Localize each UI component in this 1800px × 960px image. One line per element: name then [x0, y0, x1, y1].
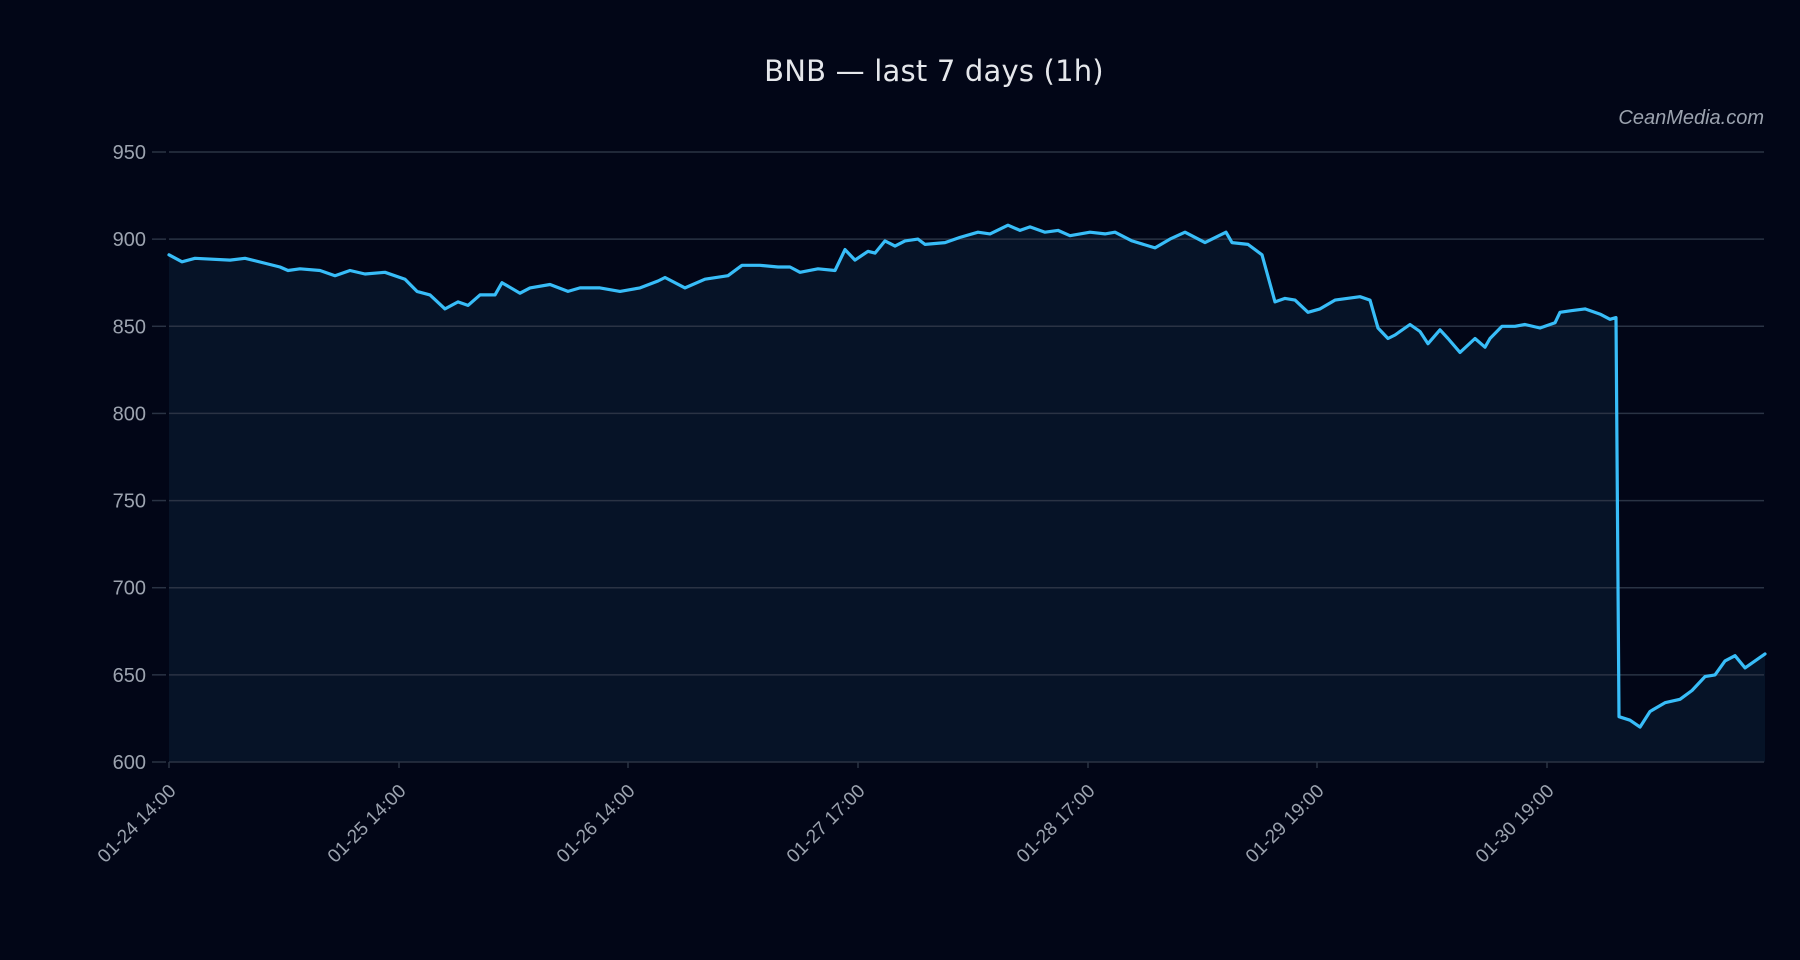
- x-tick-label: 01-28 17:00: [1013, 781, 1100, 868]
- x-tick-label: 01-24 14:00: [94, 781, 181, 868]
- x-tick-label: 01-25 14:00: [324, 781, 411, 868]
- area-fill: [169, 225, 1765, 762]
- watermark: CeanMedia.com: [1618, 107, 1764, 129]
- y-tick-label: 600: [113, 752, 146, 774]
- x-axis-ticks: 01-24 14:00 01-25 14:00 01-26 14:00 01-27 1…: [94, 762, 1559, 867]
- x-tick-label: 01-26 14:00: [553, 781, 640, 868]
- x-tick-label: 01-27 17:00: [783, 781, 870, 868]
- y-tick-label: 700: [113, 578, 146, 600]
- y-tick-label: 850: [113, 316, 146, 338]
- price-line: [167, 223, 1767, 729]
- y-tick-label: 900: [113, 229, 146, 251]
- y-tick-label: 750: [113, 491, 146, 513]
- y-tick-label: 950: [113, 142, 146, 164]
- y-axis-ticks: 600 650 700 750 800 850 900 950: [113, 142, 166, 774]
- x-tick-label: 01-30 19:00: [1472, 781, 1559, 868]
- chart-title: BNB — last 7 days (1h): [764, 54, 1104, 88]
- x-tick-label: 01-29 19:00: [1242, 781, 1329, 868]
- y-tick-label: 800: [113, 403, 146, 425]
- y-tick-label: 650: [113, 665, 146, 687]
